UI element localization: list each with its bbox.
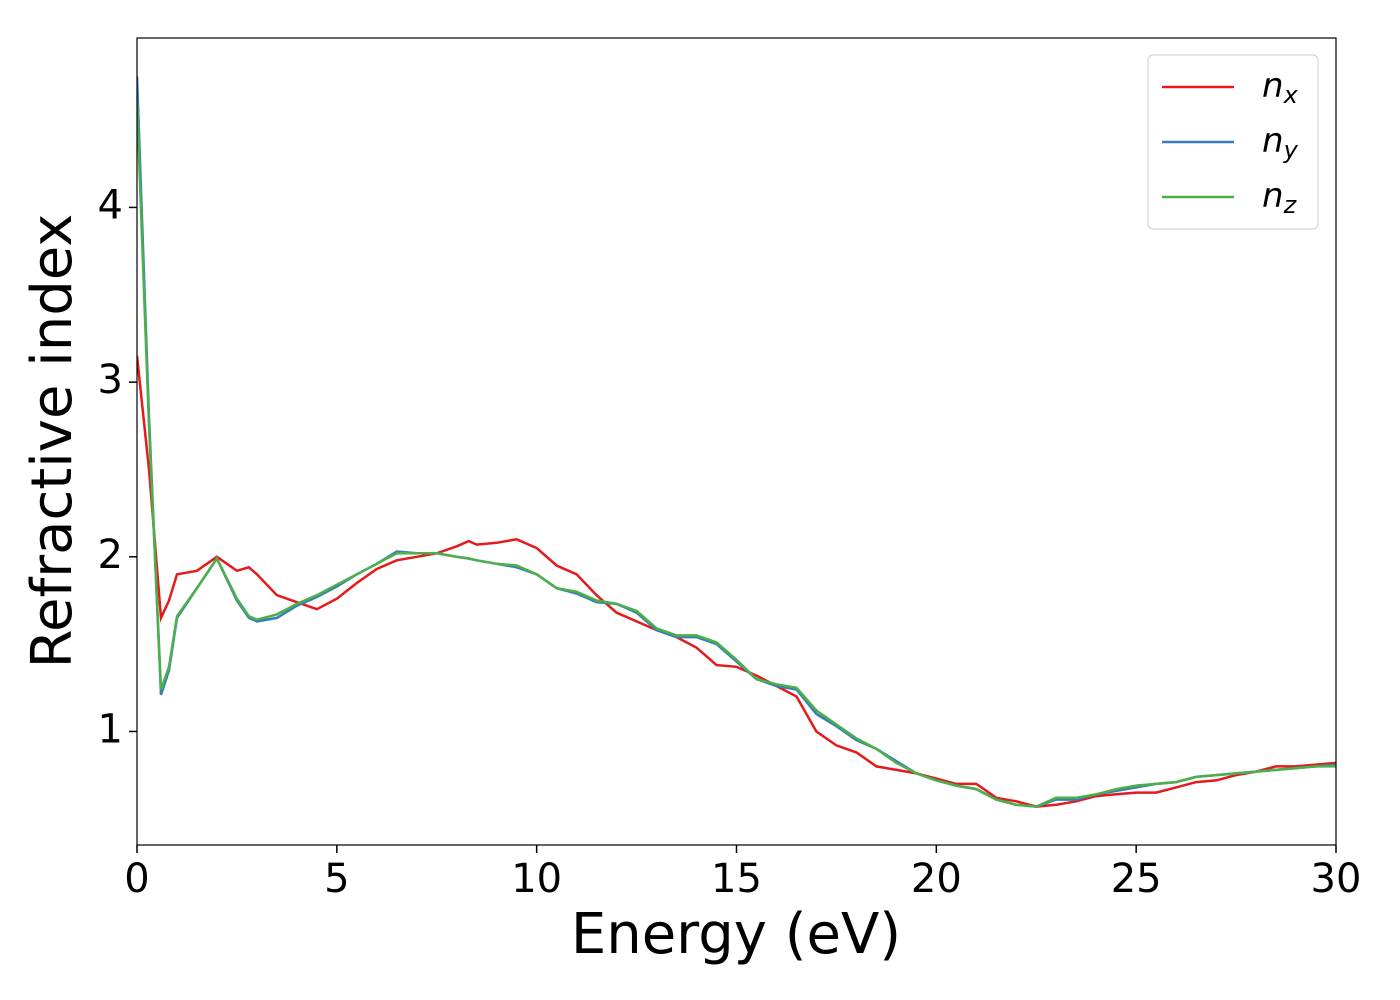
x-tick-label: 0 xyxy=(124,856,149,902)
x-tick-label: 10 xyxy=(511,856,562,902)
y-axis-label: Refractive index xyxy=(20,214,85,669)
series-line xyxy=(137,355,1336,808)
x-tick-label: 25 xyxy=(1111,856,1162,902)
series-line xyxy=(137,76,1336,808)
series-line xyxy=(137,102,1336,808)
legend-label: ny xyxy=(1262,121,1299,165)
y-tick-label: 3 xyxy=(98,357,123,403)
legend-label: nz xyxy=(1262,176,1298,220)
x-tick-label: 20 xyxy=(911,856,962,902)
y-tick-label: 4 xyxy=(98,182,123,228)
x-tick-label: 15 xyxy=(711,856,762,902)
legend-label: nx xyxy=(1262,66,1299,110)
y-tick-label: 2 xyxy=(98,532,123,578)
x-tick-label: 30 xyxy=(1311,856,1362,902)
x-axis-label: Energy (eV) xyxy=(571,902,901,967)
plot-frame xyxy=(136,37,1337,846)
x-tick-label: 5 xyxy=(324,856,349,902)
y-tick-label: 1 xyxy=(98,706,123,752)
